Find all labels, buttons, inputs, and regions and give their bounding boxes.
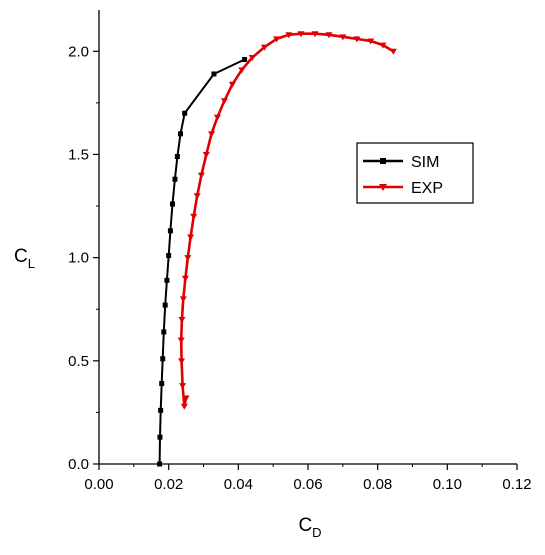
y-tick-label: 1.5 [68, 146, 89, 163]
legend-marker-exp [379, 184, 387, 191]
data-point-sim [178, 131, 184, 137]
x-axis-title-sub: D [312, 525, 321, 540]
data-point-exp [181, 275, 189, 282]
y-axis-title-main: C [14, 246, 28, 267]
x-tick-label: 0.04 [224, 476, 253, 493]
data-point-exp [213, 114, 221, 121]
data-point-exp [193, 193, 201, 200]
data-point-exp [220, 98, 228, 105]
data-point-exp [179, 383, 187, 390]
data-point-sim [174, 154, 180, 160]
data-point-sim [164, 277, 170, 283]
series-sim [157, 57, 248, 467]
series-line-exp [179, 32, 394, 408]
x-tick-label: 0.00 [84, 476, 113, 493]
data-point-exp [297, 31, 305, 38]
x-tick-label: 0.10 [433, 476, 462, 493]
data-point-exp [285, 32, 293, 39]
axes: 0.00 0.02 0.04 0.06 0.08 0.10 0.12 0.0 0.5 1.0 1.5… [68, 10, 532, 493]
x-tick-label: 0.02 [154, 476, 183, 493]
series-exp [177, 31, 397, 410]
data-point-exp [379, 42, 387, 49]
y-axis-title: CL [14, 246, 35, 271]
legend-marker-sim [380, 158, 386, 164]
x-tick-label: 0.08 [363, 476, 392, 493]
data-point-sim [161, 329, 167, 335]
data-point-exp [260, 44, 268, 51]
data-point-sim [211, 71, 217, 77]
legend-label-sim: SIM [411, 154, 439, 171]
data-point-exp [179, 296, 187, 303]
data-point-exp [325, 32, 333, 39]
data-point-exp [178, 317, 186, 324]
y-tick-label: 0.0 [68, 456, 89, 473]
data-point-exp [184, 255, 192, 262]
data-point-exp [238, 67, 246, 74]
data-point-exp [228, 81, 236, 88]
data-point-sim [158, 407, 164, 413]
data-point-sim [157, 434, 163, 440]
data-point-exp [311, 31, 319, 38]
x-tick-label: 0.06 [293, 476, 322, 493]
data-point-sim [167, 228, 173, 234]
data-point-exp [389, 48, 397, 55]
data-point-sim [242, 57, 248, 63]
x-axis-title: CD [298, 515, 321, 540]
data-point-sim [159, 381, 165, 387]
series-line-sim [158, 58, 246, 465]
y-tick-label: 0.5 [68, 353, 89, 370]
data-point-exp [208, 131, 216, 138]
data-point-sim [172, 176, 178, 182]
data-point-exp [202, 151, 210, 158]
data-point-sim [160, 356, 166, 362]
data-point-sim [169, 201, 175, 207]
series-layer [157, 31, 397, 467]
data-point-exp [187, 234, 195, 241]
data-point-exp [182, 395, 190, 402]
y-tick-label: 2.0 [68, 43, 89, 60]
data-point-exp [339, 34, 347, 41]
data-point-exp [353, 36, 361, 43]
data-point-sim [182, 110, 188, 116]
data-point-exp [273, 36, 281, 43]
data-point-exp [178, 358, 186, 365]
y-axis-title-sub: L [28, 256, 35, 271]
data-point-sim [157, 461, 163, 467]
legend-box [356, 142, 474, 204]
data-point-sim [162, 302, 168, 308]
data-point-sim [166, 253, 172, 259]
legend: SIM EXP [356, 142, 474, 204]
data-point-exp [248, 54, 256, 61]
x-tick-label: 0.12 [502, 476, 531, 493]
legend-label-exp: EXP [411, 180, 443, 197]
data-point-exp [180, 403, 188, 410]
data-point-exp [197, 172, 205, 179]
x-axis-title-main: C [298, 515, 312, 536]
data-point-exp [190, 213, 198, 220]
data-point-exp [367, 38, 375, 45]
y-tick-label: 1.0 [68, 250, 89, 267]
data-point-exp [177, 337, 185, 344]
